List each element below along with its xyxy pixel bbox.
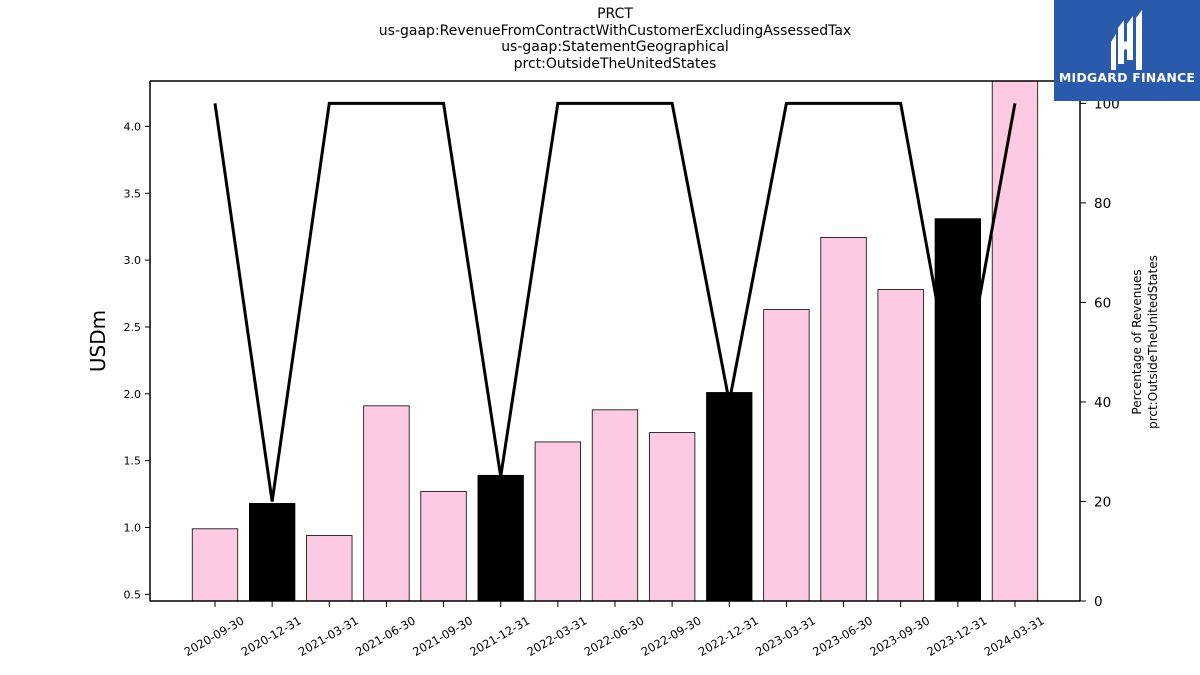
y2-tick-label: 40	[1094, 395, 1111, 411]
x-tick-label: 2023-06-30	[810, 613, 875, 659]
x-tick-label: 2022-12-31	[696, 613, 761, 659]
bar	[706, 392, 753, 602]
percentage-line	[213, 101, 1017, 502]
y-tick-label: 1.0	[124, 521, 142, 534]
y2-tick-label: 20	[1094, 494, 1111, 510]
x-tick-label: 2021-12-31	[467, 613, 532, 659]
y-tick-label: 3.0	[124, 254, 142, 267]
y2-tick-label: 80	[1094, 196, 1111, 212]
bar	[820, 236, 867, 602]
bar	[534, 441, 581, 602]
bar	[248, 503, 296, 602]
midgard-finance-logo: MIDGARD FINANCE	[1054, 0, 1200, 101]
bar	[877, 289, 924, 602]
y-tick-label: 0.5	[124, 588, 142, 601]
y2-tick-label: 60	[1094, 295, 1111, 311]
bar	[991, 80, 1039, 602]
x-tick-label: 2020-09-30	[182, 613, 247, 659]
x-tick-label: 2021-06-30	[353, 613, 418, 659]
chart-title: PRCT us-gaap:RevenueFromContractWithCust…	[300, 6, 930, 72]
title-line-3: us-gaap:StatementGeographical	[501, 39, 729, 55]
x-tick-label: 2021-09-30	[410, 613, 475, 659]
x-tick-label: 2024-03-31	[982, 613, 1047, 659]
y2-axis-label: Percentage of Revenues	[1130, 269, 1144, 414]
x-tick-label: 2022-09-30	[639, 613, 704, 659]
x-tick-label: 2022-06-30	[582, 613, 647, 659]
y-tick-label: 2.5	[124, 321, 142, 334]
x-tick-label: 2023-03-31	[753, 613, 818, 659]
logo-mark-icon	[1111, 10, 1142, 70]
bar	[191, 528, 239, 602]
title-line-1: PRCT	[597, 6, 633, 22]
y-tick-label: 1.5	[124, 455, 142, 468]
x-tick-label: 2023-12-31	[924, 613, 989, 659]
x-tick-label: 2022-03-31	[524, 613, 589, 659]
y-tick-label: 3.5	[124, 187, 142, 200]
title-line-4: prct:OutsideTheUnitedStates	[513, 55, 717, 72]
y-tick-label: 4.0	[124, 120, 142, 133]
bar	[591, 409, 639, 602]
bar	[763, 309, 810, 602]
x-tick-label: 2023-09-30	[867, 613, 932, 659]
y-axis-label: USDm	[86, 310, 110, 372]
x-tick-label: 2020-12-31	[239, 613, 304, 659]
logo-text: MIDGARD FINANCE	[1058, 70, 1196, 85]
x-tick-label: 2021-03-31	[296, 613, 361, 659]
bar	[420, 490, 467, 602]
bar	[306, 535, 353, 602]
y-tick-label: 2.0	[124, 388, 142, 401]
y2-axis-label: prct:OutsideTheUnitedStates	[1146, 255, 1160, 429]
title-line-2: us-gaap:RevenueFromContractWithCustomerE…	[378, 22, 852, 39]
bar	[363, 405, 410, 602]
bar	[477, 474, 524, 602]
y2-tick-label: 0	[1094, 594, 1103, 610]
bar	[648, 432, 696, 602]
